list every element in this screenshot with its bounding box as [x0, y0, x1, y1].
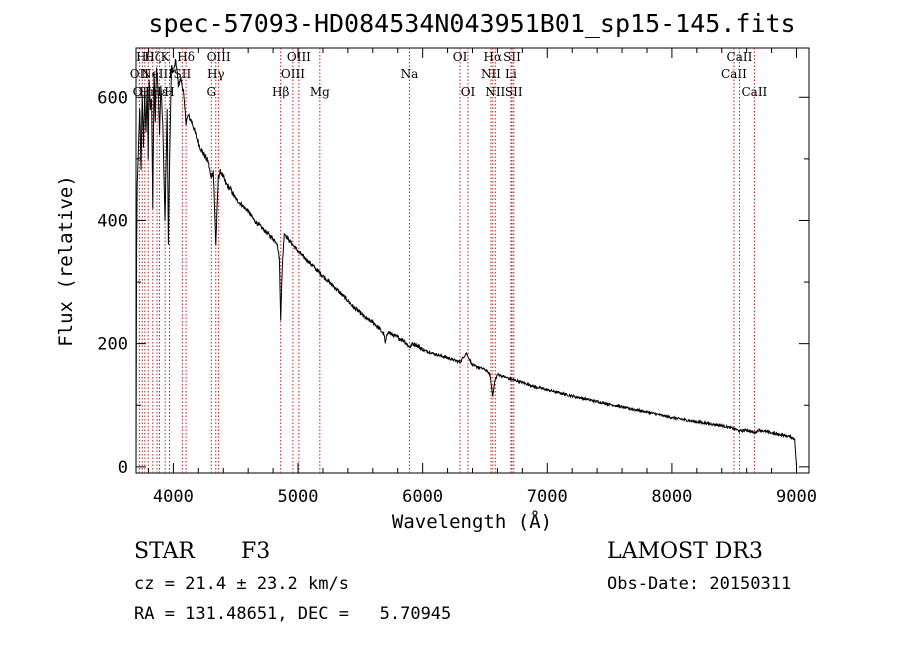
line-label-4: Hζ [144, 50, 161, 64]
line-label-18: Na [401, 67, 419, 81]
object-class: STAR [134, 539, 195, 564]
line-label-26: SII [505, 85, 523, 99]
x-tick-label-2: 6000 [402, 487, 443, 507]
line-label-23: NII [485, 85, 505, 99]
axis-ticks: 4000 5000 6000 7000 8000 9000 0 200 400 600 [97, 48, 817, 507]
line-label-28: CaII [727, 50, 753, 64]
object-subclass: F3 [241, 539, 271, 564]
y-tick-label-3: 600 [97, 88, 128, 108]
line-label-22: Hα [484, 50, 503, 64]
x-tick-label-4: 8000 [651, 487, 692, 507]
line-label-12: Hγ [207, 67, 225, 81]
y-tick-label-0: 0 [118, 458, 128, 478]
x-tick-label-1: 5000 [278, 487, 319, 507]
y-tick-label-1: 200 [97, 335, 128, 355]
redshift-text: cz = 21.4 ± 23.2 km/s [134, 574, 349, 594]
survey-name: LAMOST DR3 [607, 539, 763, 564]
line-label-29: CaII [741, 85, 767, 99]
line-label-15: OIII [281, 67, 305, 81]
line-label-10: Hδ [177, 50, 195, 64]
line-label-21: NII [481, 67, 501, 81]
line-label-17: Mg [310, 85, 330, 99]
x-tick-label-3: 7000 [527, 487, 568, 507]
line-label-13: OIII [207, 50, 231, 64]
plot-frame [135, 47, 810, 474]
line-label-16: OIII [287, 50, 311, 64]
line-label-9: SII [174, 67, 192, 81]
x-tick-label-5: 9000 [776, 487, 817, 507]
line-label-24: Li [505, 67, 517, 81]
y-axis-label: Flux (relative) [55, 175, 77, 347]
x-tick-label-0: 4000 [153, 487, 194, 507]
obs-date-text: Obs-Date: 20150311 [607, 574, 792, 594]
coordinates-text: RA = 131.48651, DEC = 5.70945 [134, 604, 452, 624]
line-label-20: OI [461, 85, 476, 99]
line-label-2: Hθ [136, 50, 154, 64]
spectrum-chart: spec-57093-HD084534N043951B01_sp15-145.f… [55, 9, 817, 533]
line-label-7: K [161, 50, 171, 64]
line-label-11: G [206, 85, 216, 99]
spectrum-line [135, 58, 797, 467]
line-label-25: SII [503, 50, 521, 64]
chart-title: spec-57093-HD084534N043951B01_sp15-145.f… [148, 9, 795, 38]
x-axis-label: Wavelength (Å) [392, 510, 552, 533]
line-label-19: OI [453, 50, 468, 64]
y-tick-label-2: 400 [97, 211, 128, 231]
spectral-line-markers: OIIOIIHθHηHζNeIIIHεKHSIIHδGHγOIIIHβOIIIO… [130, 48, 768, 473]
line-label-27: CaII [721, 67, 747, 81]
line-label-14: Hβ [272, 85, 289, 99]
line-label-3: Hη [139, 85, 157, 99]
line-label-8: H [164, 85, 174, 99]
